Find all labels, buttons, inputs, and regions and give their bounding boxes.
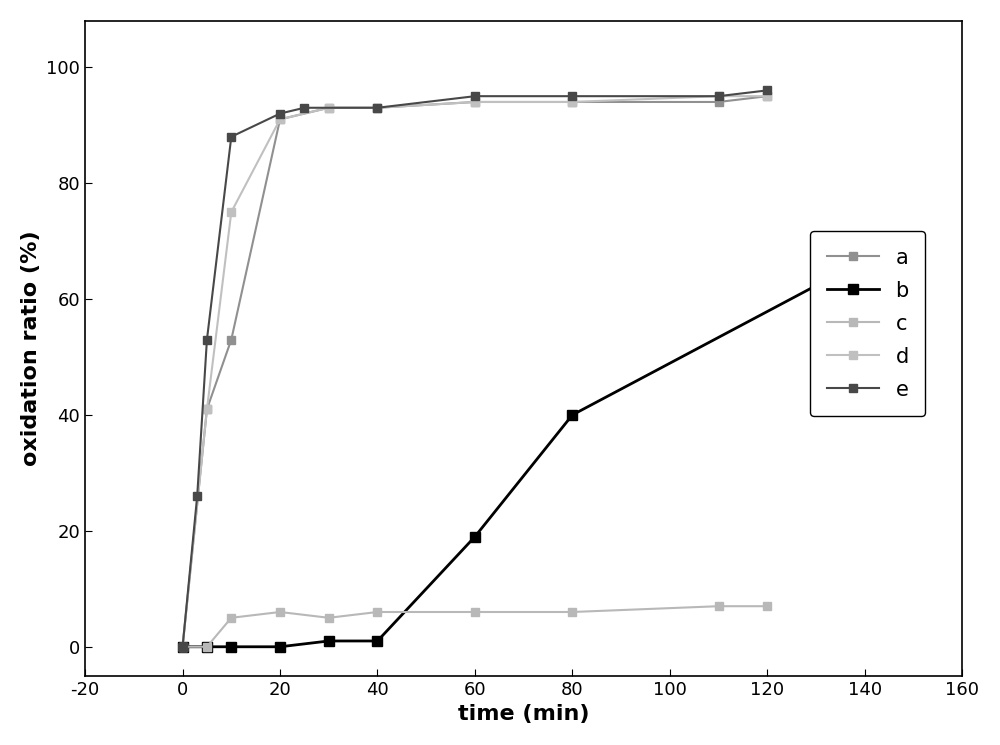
c — [761, 602, 773, 611]
c — [201, 642, 213, 651]
e — [713, 92, 725, 101]
b — [225, 642, 237, 651]
a — [274, 115, 286, 124]
e — [761, 86, 773, 95]
b — [177, 642, 189, 651]
b — [371, 636, 383, 645]
e — [469, 92, 481, 101]
d — [177, 642, 189, 651]
b — [566, 410, 578, 419]
d — [713, 92, 725, 101]
X-axis label: time (min): time (min) — [458, 704, 589, 724]
a — [323, 104, 335, 112]
c — [274, 607, 286, 616]
Line: a: a — [178, 92, 771, 651]
d — [225, 208, 237, 217]
a — [566, 98, 578, 107]
c — [323, 613, 335, 622]
e — [191, 492, 203, 501]
Line: d: d — [178, 92, 771, 651]
a — [177, 642, 189, 651]
c — [713, 602, 725, 611]
b — [883, 242, 895, 251]
b — [469, 532, 481, 541]
d — [201, 405, 213, 413]
b — [323, 636, 335, 645]
Line: c: c — [178, 602, 771, 651]
e — [371, 104, 383, 112]
Y-axis label: oxidation ratio (%): oxidation ratio (%) — [21, 230, 41, 466]
b — [274, 642, 286, 651]
d — [566, 98, 578, 107]
a — [713, 98, 725, 107]
d — [274, 115, 286, 124]
e — [566, 92, 578, 101]
Legend: a, b, c, d, e: a, b, c, d, e — [810, 231, 925, 416]
e — [225, 133, 237, 142]
d — [371, 104, 383, 112]
e — [298, 104, 310, 112]
Line: e: e — [178, 86, 771, 651]
a — [371, 104, 383, 112]
c — [469, 607, 481, 616]
b — [201, 642, 213, 651]
c — [177, 642, 189, 651]
c — [566, 607, 578, 616]
a — [761, 92, 773, 101]
a — [201, 405, 213, 413]
a — [225, 335, 237, 344]
a — [469, 98, 481, 107]
e — [274, 109, 286, 118]
d — [761, 92, 773, 101]
d — [323, 104, 335, 112]
e — [201, 335, 213, 344]
Line: b: b — [178, 242, 894, 652]
e — [177, 642, 189, 651]
c — [225, 613, 237, 622]
d — [469, 98, 481, 107]
c — [371, 607, 383, 616]
